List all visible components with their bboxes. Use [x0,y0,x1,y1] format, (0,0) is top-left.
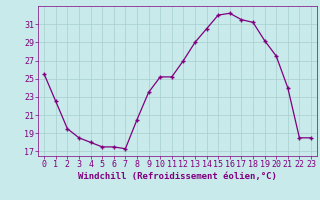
X-axis label: Windchill (Refroidissement éolien,°C): Windchill (Refroidissement éolien,°C) [78,172,277,181]
